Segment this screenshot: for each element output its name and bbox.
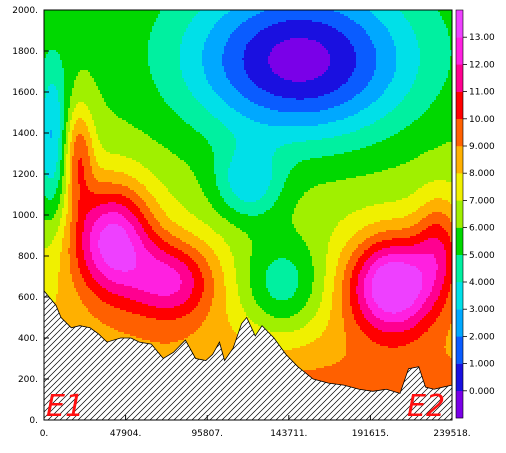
colorbar-label: 12.00 bbox=[469, 60, 495, 70]
x-tick-label: 191615. bbox=[352, 429, 389, 439]
colorbar-label: 6.000 bbox=[469, 224, 495, 234]
y-axis: 0. 200. 400. 600. 800. 1000. 1200. 1400. 1600. 18… bbox=[12, 6, 49, 426]
annotation-e1: E1 bbox=[46, 389, 84, 424]
colorbar-swatch bbox=[456, 282, 463, 309]
colorbar-swatch bbox=[456, 146, 463, 173]
colorbar-swatch bbox=[456, 391, 463, 418]
y-tick-label: 1600. bbox=[12, 88, 38, 98]
x-tick-label: 0. bbox=[40, 429, 49, 439]
colorbar-swatch bbox=[456, 228, 463, 255]
y-tick-label: 0. bbox=[29, 416, 38, 426]
colorbar-label: 5.000 bbox=[469, 251, 495, 261]
y-tick-label: 1200. bbox=[12, 170, 38, 180]
colorbar-label: 0.000 bbox=[469, 387, 495, 397]
x-tick-label: 143711. bbox=[270, 429, 307, 439]
x-tick-label: 95807. bbox=[191, 429, 223, 439]
colorbar-label: 10.00 bbox=[469, 115, 495, 125]
x-tick-label: 239518. bbox=[433, 429, 470, 439]
y-tick-label: 2000. bbox=[12, 6, 38, 16]
colorbar-label: 3.000 bbox=[469, 305, 495, 315]
y-tick-label: 1000. bbox=[12, 211, 38, 221]
colorbar-swatch bbox=[456, 309, 463, 336]
colorbar-label: 11.00 bbox=[469, 88, 495, 98]
colorbar-label: 4.000 bbox=[469, 278, 495, 288]
y-tick-label: 200. bbox=[18, 375, 38, 385]
colorbar-label: 13.00 bbox=[469, 33, 495, 43]
y-tick-label: 600. bbox=[18, 293, 38, 303]
y-tick-label: 800. bbox=[18, 252, 38, 262]
colorbar-swatch bbox=[456, 92, 463, 119]
colorbar-label: 9.000 bbox=[469, 142, 495, 152]
colorbar-swatch bbox=[456, 173, 463, 200]
y-tick-label: 1400. bbox=[12, 129, 38, 139]
colorbar-swatch bbox=[456, 200, 463, 227]
colorbar-swatch bbox=[456, 64, 463, 91]
colorbar-label: 8.000 bbox=[469, 169, 495, 179]
y-tick-label: 400. bbox=[18, 334, 38, 344]
colorbar-swatch bbox=[456, 37, 463, 64]
x-tick-label: 47904. bbox=[110, 429, 142, 439]
colorbar-label: 2.000 bbox=[469, 332, 495, 342]
colorbar-label: 7.000 bbox=[469, 196, 495, 206]
colorbar-label: 1.000 bbox=[469, 360, 495, 370]
colorbar-swatch bbox=[456, 10, 463, 37]
colorbar-swatch bbox=[456, 336, 463, 363]
colorbar-swatch bbox=[456, 364, 463, 391]
colorbar-swatch bbox=[456, 119, 463, 146]
annotation-e2: E2 bbox=[407, 389, 445, 424]
y-tick-label: 1800. bbox=[12, 47, 38, 57]
colorbar-swatch bbox=[456, 255, 463, 282]
colorbar: 0.000 1.000 2.000 3.000 4.000 5.000 6.000 7.000… bbox=[456, 10, 495, 418]
